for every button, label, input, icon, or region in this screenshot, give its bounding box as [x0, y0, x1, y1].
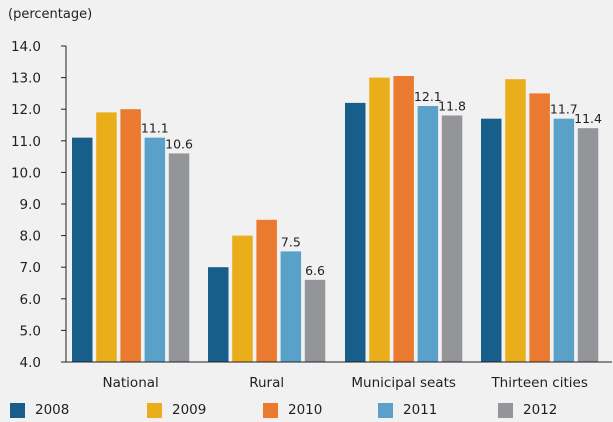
bar-2012-3 — [577, 128, 599, 362]
legend-swatch — [378, 402, 393, 418]
legend-item-2008: 2008 — [10, 400, 69, 420]
y-tick-label: 14.0 — [11, 39, 41, 55]
bar-2009-1 — [232, 235, 253, 362]
legend-label: 2011 — [403, 402, 438, 418]
x-category-label: Rural — [249, 375, 284, 391]
x-category-label: Thirteen cities — [490, 375, 587, 391]
legend: 2008 2009 2010 2011 2012 — [0, 400, 613, 420]
y-tick-label: 11.0 — [11, 134, 41, 150]
legend-item-2010: 2010 — [263, 400, 322, 420]
bars — [72, 76, 599, 363]
legend-item-2011: 2011 — [378, 400, 437, 420]
y-tick-label: 5.0 — [20, 323, 41, 339]
bar-2008-3 — [481, 118, 502, 363]
y-tick-label: 12.0 — [11, 102, 41, 118]
legend-swatch — [10, 402, 25, 418]
bar-2010-0 — [120, 109, 141, 362]
bar-2008-1 — [208, 267, 229, 362]
legend-swatch — [498, 402, 513, 418]
legend-label: 2012 — [523, 402, 558, 418]
data-label-2011-2: 12.1 — [414, 89, 442, 104]
bar-2012-1 — [304, 279, 326, 362]
y-tick-label: 7.0 — [20, 260, 41, 276]
bar-chart: 4.0 5.0 6.0 7.0 8.0 9.0 10.0 11.0 12.0 13.0 14.0 1… — [11, 39, 612, 391]
bar-2011-3 — [553, 118, 575, 363]
y-tick-label: 8.0 — [20, 229, 41, 245]
bar-2009-2 — [369, 77, 390, 362]
legend-label: 2008 — [35, 402, 70, 418]
legend-swatch — [263, 402, 278, 418]
data-label-2012-1: 6.6 — [305, 263, 325, 278]
data-label-2011-1: 7.5 — [281, 234, 301, 249]
y-axis: 4.0 5.0 6.0 7.0 8.0 9.0 10.0 11.0 12.0 13.0 14.0 — [11, 39, 67, 371]
bar-2009-3 — [505, 79, 526, 363]
bar-2009-0 — [96, 112, 117, 362]
bar-2010-3 — [529, 93, 550, 363]
legend-label: 2010 — [288, 402, 323, 418]
legend-swatch — [147, 402, 162, 418]
bar-2008-2 — [345, 102, 366, 362]
data-label-2012-2: 11.8 — [438, 99, 466, 114]
legend-item-2012: 2012 — [498, 400, 557, 420]
bar-2011-0 — [144, 137, 166, 362]
bar-2012-0 — [168, 153, 190, 362]
y-unit-label: (percentage) — [8, 7, 93, 22]
legend-label: 2009 — [172, 402, 207, 418]
data-label-2012-0: 10.6 — [165, 136, 193, 151]
y-tick-label: 6.0 — [20, 292, 41, 308]
bar-2012-2 — [441, 115, 463, 363]
bar-2008-0 — [72, 137, 93, 362]
legend-item-2009: 2009 — [147, 400, 206, 420]
bar-2010-2 — [393, 76, 414, 363]
y-tick-label: 9.0 — [20, 197, 41, 213]
x-category-label: Municipal seats — [351, 375, 456, 391]
bar-2010-1 — [256, 219, 277, 362]
y-tick-label: 4.0 — [20, 355, 41, 371]
y-tick-label: 10.0 — [11, 165, 41, 181]
y-tick-label: 13.0 — [11, 71, 41, 87]
data-label-2011-3: 11.7 — [550, 102, 578, 117]
data-label-2011-0: 11.1 — [141, 121, 169, 136]
x-category-label: National — [103, 375, 159, 391]
data-label-2012-3: 11.4 — [574, 111, 602, 126]
bar-2011-2 — [417, 106, 439, 362]
x-axis: National Rural Municipal seats Thirteen cit… — [66, 361, 612, 391]
data-labels: 11.110.6 7.5 6.6 12.111.8 11.711.4 — [141, 89, 602, 278]
bar-2011-1 — [280, 251, 302, 362]
